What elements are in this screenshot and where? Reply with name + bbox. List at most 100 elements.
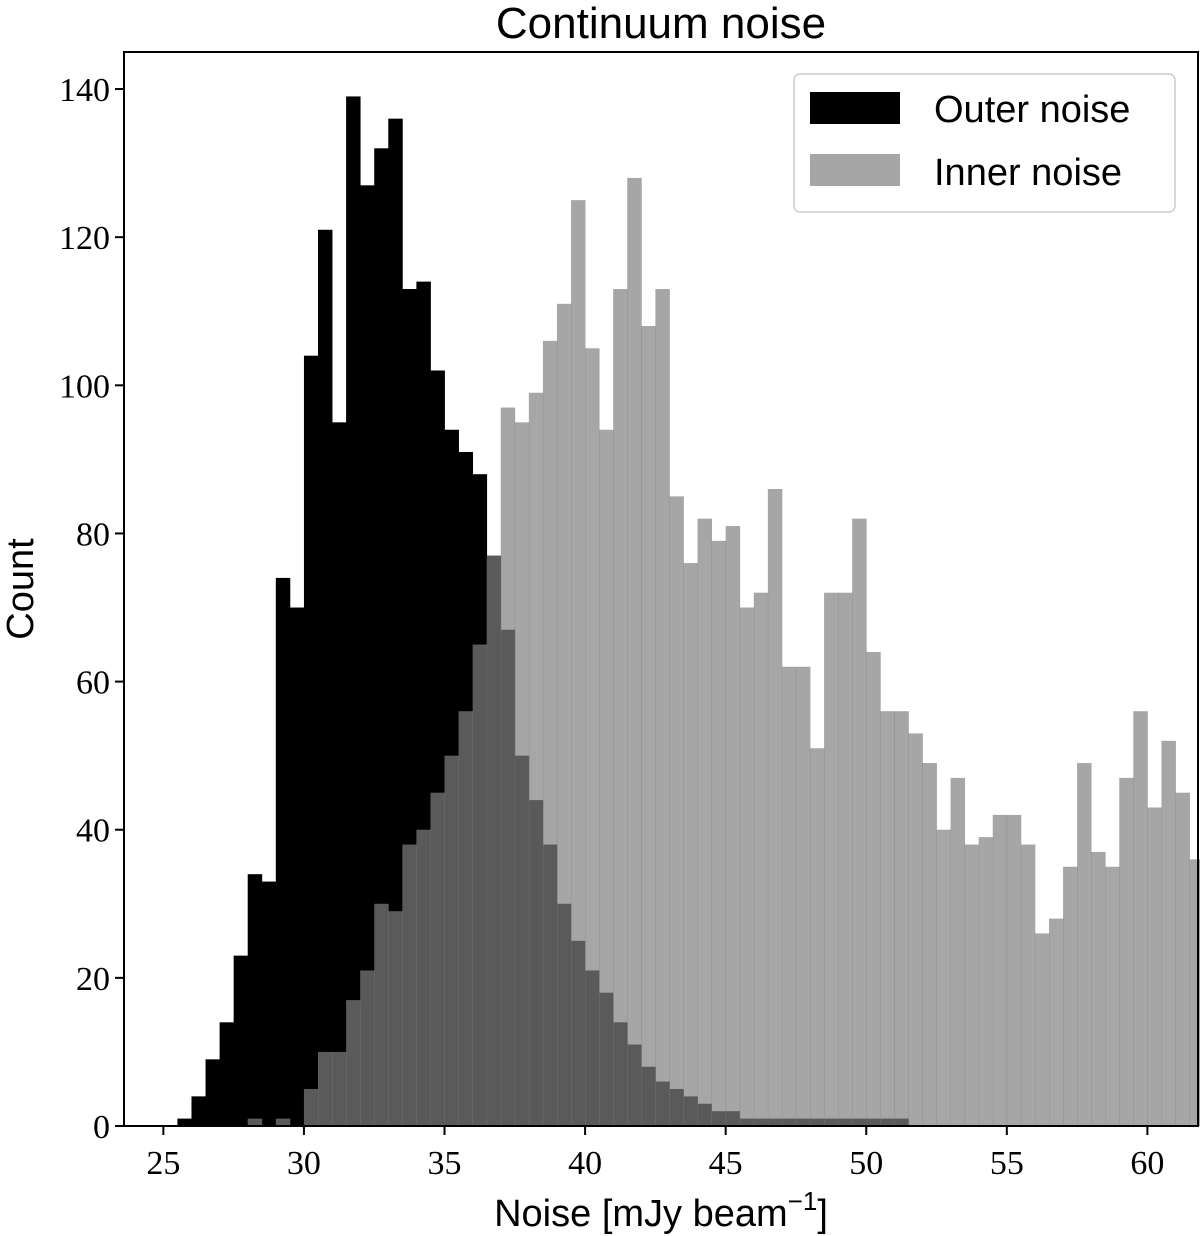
histogram-bar — [1175, 792, 1190, 1126]
histogram-bar — [767, 489, 783, 1126]
histogram-bar — [486, 555, 502, 1126]
histogram-bar — [683, 563, 698, 1126]
histogram-bar — [950, 777, 966, 1126]
histogram-bar — [275, 577, 291, 1126]
histogram-bar — [697, 518, 713, 1126]
x-tick-label: 30 — [287, 1145, 321, 1182]
histogram-bar — [866, 651, 881, 1126]
histogram-bar — [556, 303, 572, 1127]
histogram-bar — [1077, 763, 1092, 1126]
histogram-bar — [219, 1022, 235, 1126]
legend: Outer noise Inner noise — [793, 73, 1176, 213]
histogram-bar — [303, 1088, 319, 1126]
histogram-bar — [191, 1096, 206, 1126]
histogram-bar — [374, 903, 389, 1126]
y-axis-label: Count — [0, 538, 42, 640]
histogram-bar — [627, 177, 642, 1127]
y-tick-label: 60 — [76, 665, 110, 702]
histogram-bar — [514, 422, 530, 1127]
histogram-bar — [261, 881, 277, 1126]
histogram-bar — [346, 96, 361, 1127]
histogram-bar — [275, 1118, 291, 1126]
histogram-bar — [289, 607, 305, 1126]
histogram-bar — [1161, 740, 1176, 1126]
x-tick-label: 50 — [849, 1145, 883, 1182]
histogram-bar — [992, 814, 1008, 1126]
y-tick-label: 140 — [59, 72, 110, 109]
histogram-bar — [1119, 777, 1134, 1126]
histogram-bar — [303, 355, 319, 1126]
x-tick-label: 55 — [990, 1145, 1024, 1182]
y-tick-label: 120 — [59, 220, 110, 257]
y-tick-label: 40 — [76, 813, 110, 850]
histogram-bar — [781, 666, 797, 1126]
legend-label-outer-noise: Outer noise — [934, 89, 1130, 131]
histogram-bar — [1048, 918, 1064, 1126]
x-axis-label-end: ] — [817, 1193, 828, 1235]
legend-label-inner-noise: Inner noise — [934, 152, 1122, 194]
histogram-bar — [317, 1051, 333, 1126]
histogram-bar — [402, 844, 417, 1126]
histogram-bar — [346, 1000, 361, 1126]
histogram-bar — [669, 496, 684, 1126]
histogram-bar — [416, 829, 431, 1126]
histogram-bar — [500, 407, 516, 1126]
x-tick-label: 35 — [428, 1145, 462, 1182]
histogram-bar — [838, 592, 853, 1126]
histogram-bar — [233, 955, 249, 1126]
histogram-bar — [824, 592, 839, 1126]
histogram-bar — [655, 289, 670, 1126]
histogram-bar — [880, 711, 895, 1126]
histogram-bar — [894, 711, 909, 1126]
histogram-bar — [332, 422, 347, 1127]
bars-layer — [177, 96, 1200, 1127]
y-tick-label: 0 — [93, 1109, 110, 1146]
histogram-bar — [472, 644, 488, 1126]
histogram-bar — [739, 607, 755, 1126]
histogram-bar — [177, 1118, 192, 1126]
histogram-bar — [1147, 807, 1162, 1126]
histogram-bar — [810, 748, 825, 1126]
legend-swatch-inner-noise — [810, 154, 900, 186]
histogram-bar — [1091, 851, 1106, 1126]
histogram-bar — [542, 340, 558, 1126]
histogram-bar — [585, 348, 600, 1126]
histogram-bar — [1133, 711, 1148, 1126]
x-axis-label-superscript: −1 — [788, 1186, 818, 1216]
histogram-bar — [1020, 844, 1036, 1126]
x-tick-label: 60 — [1130, 1145, 1164, 1182]
histogram-bar — [1189, 859, 1200, 1126]
histogram-bar — [444, 755, 459, 1126]
histogram-bar — [978, 837, 994, 1126]
histogram-bar — [388, 911, 403, 1126]
x-axis: 25 30 35 40 45 50 55 60 — [146, 1126, 1164, 1182]
histogram-bar — [360, 970, 375, 1126]
histogram-bar — [641, 326, 656, 1126]
y-tick-label: 20 — [76, 961, 110, 998]
plot-frame — [123, 51, 1199, 1127]
histogram-bar — [388, 118, 403, 1126]
x-axis-label: Noise [mJy beam−1] — [494, 1186, 828, 1235]
histogram-bar — [795, 666, 811, 1126]
histogram-bar — [725, 526, 741, 1126]
chart-title: Continuum noise — [496, 0, 826, 48]
histogram-bar — [317, 229, 333, 1126]
histogram-bar — [374, 148, 389, 1127]
y-tick-label: 100 — [59, 368, 110, 405]
histogram-bar — [528, 392, 544, 1127]
histogram-bar — [852, 518, 867, 1126]
y-axis: 0 20 40 60 80 100 120 140 — [59, 72, 124, 1146]
histogram-bar — [1063, 866, 1078, 1126]
histogram-bar — [599, 429, 614, 1126]
x-tick-label: 25 — [146, 1145, 180, 1182]
x-tick-label: 40 — [568, 1145, 602, 1182]
x-axis-label-main: Noise [mJy beam — [494, 1193, 788, 1235]
histogram-bar — [1105, 866, 1120, 1126]
histogram-bar — [1006, 814, 1022, 1126]
histogram-bar — [964, 844, 980, 1126]
histogram-bar — [908, 733, 923, 1126]
histogram-bar — [922, 763, 937, 1126]
histogram-bar — [430, 792, 445, 1126]
x-tick-label: 45 — [709, 1145, 743, 1182]
